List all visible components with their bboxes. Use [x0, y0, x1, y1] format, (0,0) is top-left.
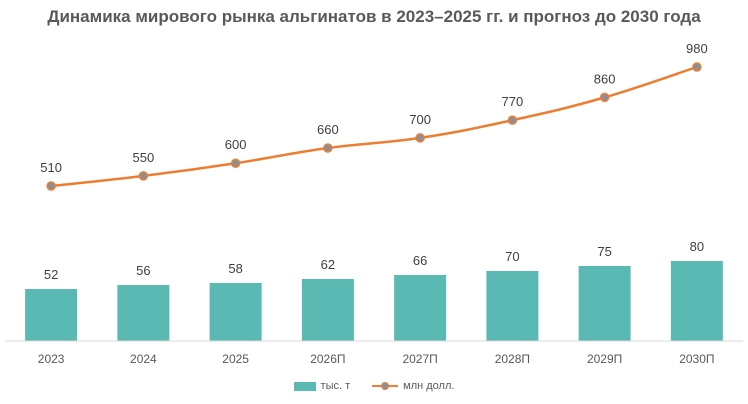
- line-data-label: 980: [686, 41, 708, 56]
- bar: [209, 283, 262, 341]
- legend: тыс. т млн долл.: [0, 380, 748, 392]
- line-point: [46, 181, 56, 191]
- legend-line-marker: [381, 382, 390, 390]
- bar: [301, 279, 354, 341]
- bar-data-label: 70: [505, 249, 519, 264]
- bar: [486, 271, 539, 341]
- legend-bar-swatch: [293, 381, 316, 391]
- x-tick-label: 2025: [222, 352, 249, 366]
- bar-data-label: 52: [44, 267, 58, 282]
- line-data-label: 860: [594, 71, 616, 86]
- x-ticks-layer: 2023 2024 2025 2026П 2027П 2028П 2029П 2030П: [38, 352, 715, 366]
- series-line: [50, 65, 698, 188]
- bar-data-label: 75: [597, 244, 611, 259]
- x-tick-label: 2026П: [310, 352, 345, 366]
- line-point: [323, 143, 333, 153]
- x-tick-label: 2023: [38, 352, 65, 366]
- bar-data-label: 58: [228, 261, 242, 276]
- legend-line-label: млн долл.: [403, 380, 455, 392]
- bar: [394, 275, 447, 341]
- bar: [670, 261, 723, 341]
- x-tick-label: 2024: [130, 352, 157, 366]
- legend-item-line: млн долл.: [372, 380, 454, 392]
- bars-layer: 52 56 58 62 66 70 75 80: [25, 239, 723, 341]
- x-tick-label: 2027П: [402, 352, 437, 366]
- line-layer: 510 550 600 660 700 770 860 980: [40, 41, 708, 191]
- line-point: [230, 158, 241, 168]
- legend-line-swatch: [372, 381, 399, 391]
- line-data-label: 700: [409, 112, 431, 127]
- bar: [117, 285, 170, 341]
- bar-data-label: 62: [321, 257, 335, 272]
- line-point: [507, 115, 518, 125]
- x-tick-label: 2028П: [495, 352, 530, 366]
- legend-item-bars: тыс. т: [293, 380, 351, 392]
- line-point: [692, 62, 702, 72]
- x-tick-label: 2029П: [587, 352, 622, 366]
- line-data-label: 600: [225, 137, 247, 152]
- chart-title: Динамика мирового рынка альгинатов в 202…: [47, 7, 701, 26]
- line-data-label: 660: [317, 122, 339, 137]
- bar: [25, 289, 78, 341]
- bar-data-label: 56: [136, 263, 150, 278]
- bar: [578, 266, 631, 341]
- line-point: [415, 133, 425, 143]
- line-point: [599, 92, 610, 103]
- bar-data-label: 80: [690, 239, 704, 254]
- line-point: [138, 171, 149, 181]
- bar-data-label: 66: [413, 253, 427, 268]
- x-tick-label: 2030П: [679, 352, 714, 366]
- line-data-label: 510: [40, 160, 62, 175]
- line-data-label: 550: [133, 150, 155, 165]
- line-data-label: 770: [502, 94, 524, 109]
- legend-bar-label: тыс. т: [320, 380, 351, 392]
